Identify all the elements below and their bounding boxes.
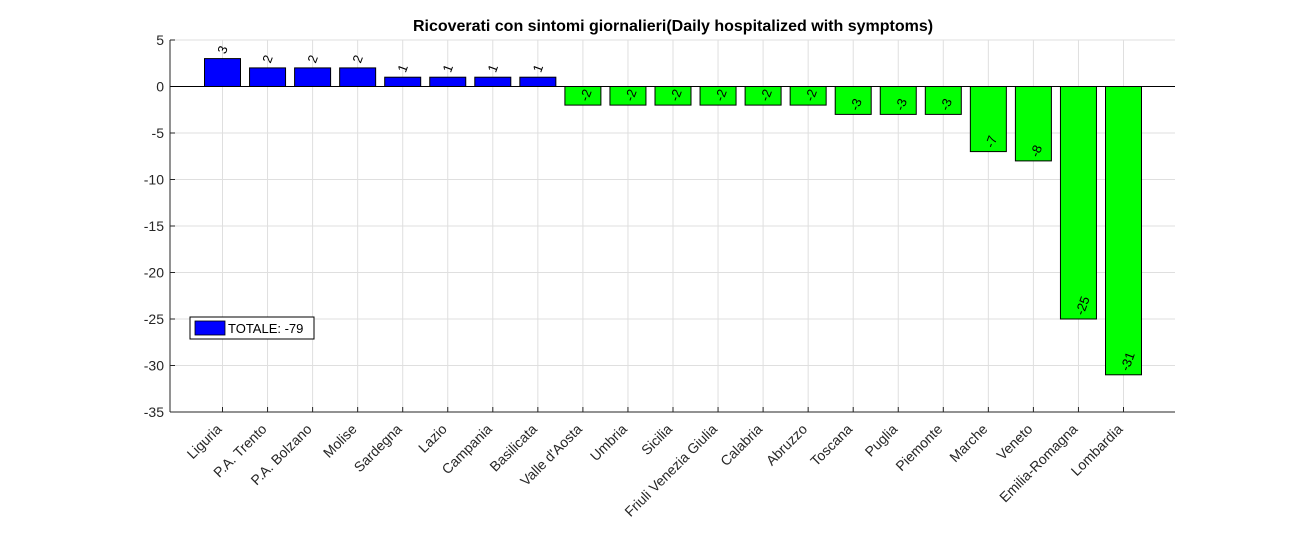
legend-swatch: [194, 320, 226, 336]
bar: [834, 86, 872, 115]
axes: 5 0 -5 -10 -15 -20 -25 -30 -35: [144, 32, 1175, 420]
bar: [1014, 86, 1052, 162]
bar: [294, 67, 332, 88]
data-label: -2: [712, 87, 730, 103]
data-label: -25: [1072, 294, 1093, 317]
data-label: 2: [349, 53, 366, 65]
legend-label: TOTALE: -79: [228, 321, 303, 336]
y-tick-label: -30: [144, 358, 164, 374]
y-tick-label: -10: [144, 172, 164, 188]
data-label: -8: [1027, 143, 1045, 159]
y-tick-label: 0: [156, 79, 164, 95]
data-label: 1: [394, 62, 411, 74]
bar: [429, 76, 467, 87]
data-label: 1: [485, 62, 502, 74]
y-tick-label: -15: [144, 218, 164, 234]
bar: [1059, 86, 1097, 320]
data-label: -2: [667, 87, 685, 103]
data-label: -2: [757, 87, 775, 103]
data-label: 3: [214, 44, 231, 56]
bar: [969, 86, 1007, 153]
bar: [1105, 86, 1142, 376]
y-tick-label: -25: [144, 311, 164, 327]
chart-title: Ricoverati con sintomi giornalieri(Daily…: [413, 18, 933, 35]
legend: TOTALE: -79: [189, 316, 315, 340]
bar: [249, 67, 287, 88]
data-label: 2: [304, 53, 321, 65]
bar: [384, 76, 422, 87]
data-label: -7: [982, 134, 1000, 150]
bar: [339, 67, 377, 88]
data-label: -3: [937, 96, 955, 112]
y-tick-label: 5: [156, 32, 164, 48]
y-tick-label: -35: [144, 404, 164, 420]
y-tick-label: -20: [144, 265, 164, 281]
bar: [204, 58, 241, 87]
data-label: -2: [802, 87, 820, 103]
data-label: -31: [1117, 350, 1138, 373]
bar: [519, 76, 557, 87]
y-tick-label: -5: [152, 125, 165, 141]
data-label: -3: [892, 96, 910, 112]
data-label: -2: [622, 87, 640, 103]
data-label: -3: [847, 96, 865, 112]
bar: [474, 76, 512, 87]
data-label: -2: [577, 87, 595, 103]
data-label: 1: [530, 62, 547, 74]
data-label: 2: [259, 53, 276, 65]
data-label: 1: [439, 62, 456, 74]
bars: [204, 58, 1142, 376]
